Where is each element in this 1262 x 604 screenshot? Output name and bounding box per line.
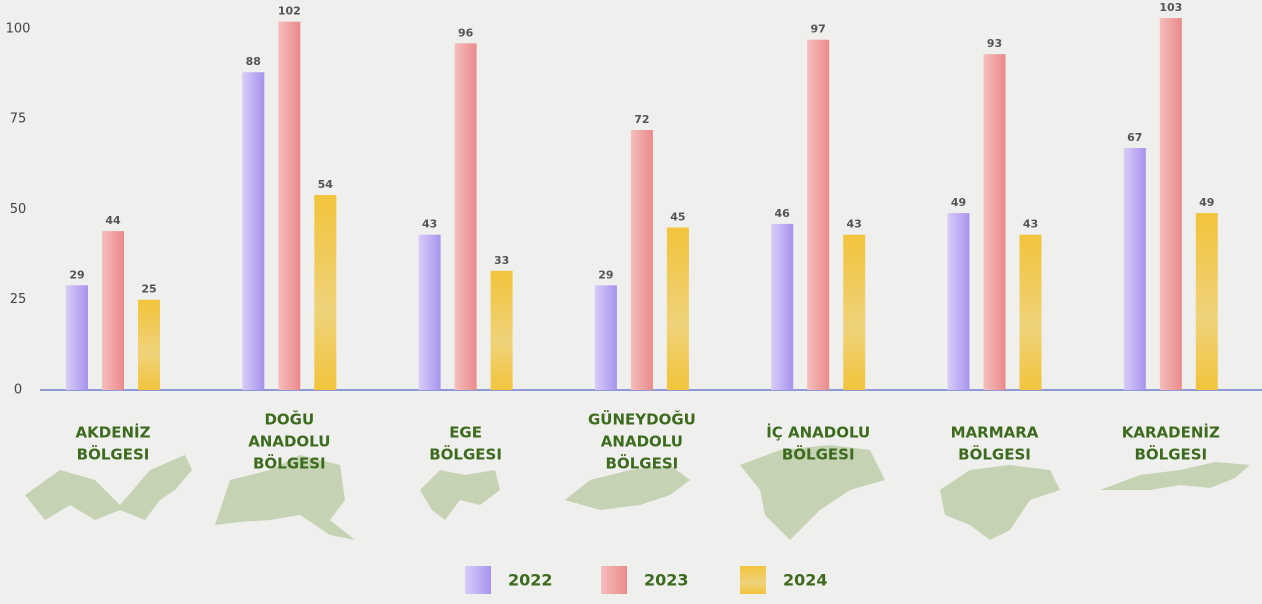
legend-swatch xyxy=(740,566,766,594)
value-label: 72 xyxy=(634,113,649,126)
y-tick-label: 50 xyxy=(10,202,27,217)
y-tick-label: 0 xyxy=(14,383,22,398)
bar xyxy=(843,234,866,390)
legend-swatch xyxy=(601,566,627,594)
bar xyxy=(630,130,653,390)
value-label: 93 xyxy=(987,37,1002,50)
y-tick-label: 100 xyxy=(6,21,31,36)
category-label: BÖLGESI xyxy=(606,454,679,473)
bar xyxy=(454,43,477,390)
region-maps xyxy=(25,445,1250,540)
value-label: 33 xyxy=(494,254,509,267)
value-label: 97 xyxy=(811,23,826,36)
bar xyxy=(418,234,441,390)
legend-label: 2023 xyxy=(644,571,689,590)
value-label: 25 xyxy=(141,283,156,296)
bar xyxy=(594,285,617,390)
value-label: 49 xyxy=(1199,196,1214,209)
bar xyxy=(314,195,337,390)
y-tick-label: 25 xyxy=(10,292,27,307)
value-label: 88 xyxy=(246,55,261,68)
value-label: 43 xyxy=(422,218,437,231)
bar xyxy=(1123,148,1146,390)
value-label: 46 xyxy=(775,207,791,220)
value-label: 103 xyxy=(1159,1,1182,14)
bar xyxy=(807,39,830,390)
bar xyxy=(138,299,160,390)
legend-label: 2024 xyxy=(783,571,828,590)
bar xyxy=(947,213,970,390)
category-label: BÖLGESI xyxy=(782,445,855,464)
value-label: 96 xyxy=(458,26,474,39)
legend-label: 2022 xyxy=(508,571,553,590)
value-label: 49 xyxy=(951,196,966,209)
bar xyxy=(983,54,1006,391)
bar xyxy=(1159,18,1182,391)
value-label: 43 xyxy=(1023,218,1038,231)
category-label: GÜNEYDOĞU xyxy=(588,410,696,429)
category-label: BÖLGESI xyxy=(429,445,502,464)
category-label: AKDENİZ xyxy=(76,423,151,442)
category-label: ANADOLU xyxy=(248,433,330,451)
bar xyxy=(771,223,794,390)
value-label: 102 xyxy=(278,5,301,18)
bar xyxy=(1019,234,1042,390)
value-label: 45 xyxy=(670,211,685,224)
bar xyxy=(242,72,265,390)
bar xyxy=(102,231,124,390)
category-label: DOĞU xyxy=(264,410,314,429)
category-label: BÖLGESI xyxy=(1134,445,1207,464)
bar xyxy=(1195,213,1218,390)
category-label: İÇ ANADOLU xyxy=(766,423,870,442)
value-label: 43 xyxy=(847,218,862,231)
category-label: KARADENİZ xyxy=(1122,423,1220,442)
legend-swatch xyxy=(465,566,491,594)
bar xyxy=(66,285,88,390)
value-label: 54 xyxy=(318,178,334,191)
value-label: 67 xyxy=(1127,131,1142,144)
category-label: EGE xyxy=(449,424,482,442)
bar xyxy=(490,270,513,390)
bar xyxy=(666,227,689,390)
category-label: MARMARA xyxy=(951,424,1039,442)
value-label: 29 xyxy=(69,268,84,281)
value-label: 29 xyxy=(598,268,613,281)
category-label: BÖLGESI xyxy=(253,454,326,473)
value-label: 44 xyxy=(105,214,121,227)
y-tick-label: 75 xyxy=(10,112,27,127)
category-label: BÖLGESI xyxy=(958,445,1031,464)
category-label: BÖLGESI xyxy=(77,445,150,464)
bar xyxy=(278,21,301,391)
category-label: ANADOLU xyxy=(601,433,683,451)
